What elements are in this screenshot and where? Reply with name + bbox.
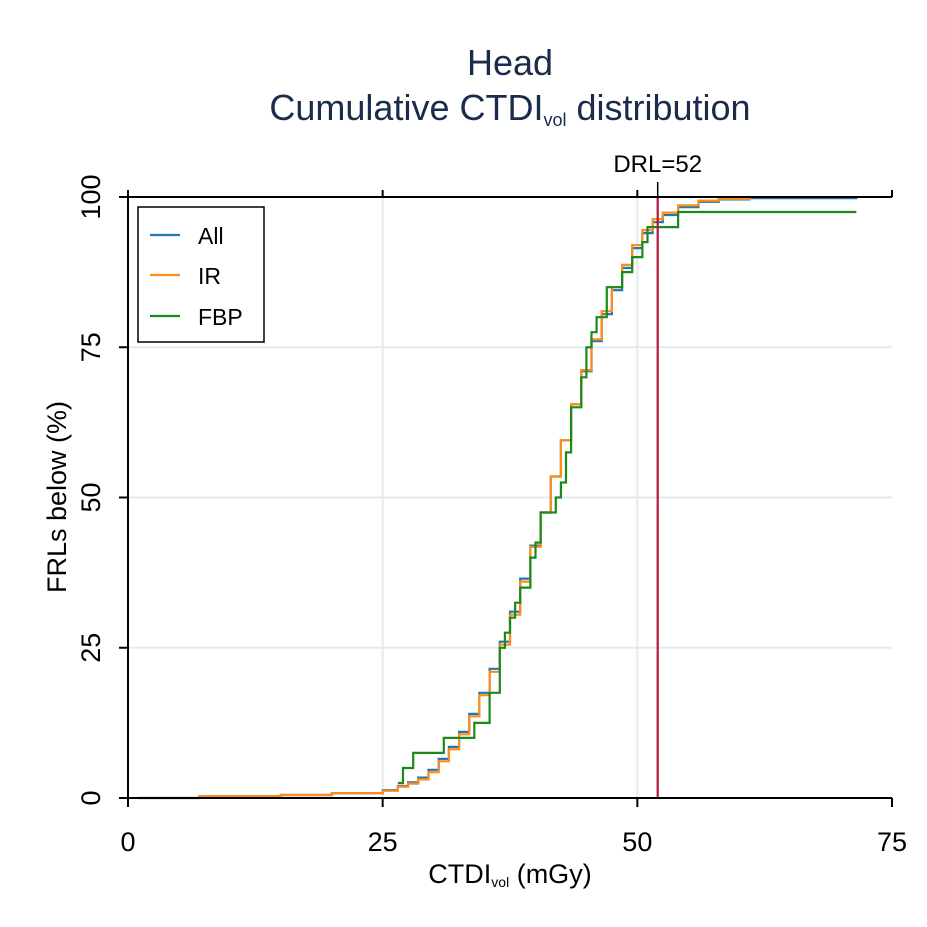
x-axis-label: CTDIvol (mGy) xyxy=(428,859,591,890)
y-tick-label: 0 xyxy=(76,790,106,805)
series-layer xyxy=(138,197,858,800)
legend-label-ir: IR xyxy=(198,263,221,289)
x-tick-label: 25 xyxy=(368,827,398,857)
axes: 0 25 50 75 0 25 50 75 100 xyxy=(76,174,907,857)
legend-label-all: All xyxy=(198,223,224,249)
y-tick-label: 50 xyxy=(76,482,106,512)
chart-subtitle-main: Cumulative CTDI xyxy=(269,87,543,128)
chart-title: Head xyxy=(467,42,553,83)
x-tick-label: 75 xyxy=(877,827,907,857)
y-tick-label: 100 xyxy=(76,174,106,219)
x-tick-label: 0 xyxy=(120,827,135,857)
legend-label-fbp: FBP xyxy=(198,304,243,330)
reference-layer: DRL=52 xyxy=(613,151,702,798)
y-tick-label: 25 xyxy=(76,633,106,663)
y-axis-label: FRLs below (%) xyxy=(42,401,72,593)
x-tick-label: 50 xyxy=(622,827,652,857)
chart-subtitle-sub: vol xyxy=(543,110,566,130)
y-tick-label: 75 xyxy=(76,332,106,362)
x-axis-label-main: CTDI xyxy=(428,859,491,889)
drl-label: DRL=52 xyxy=(613,151,702,178)
x-axis-label-sub: vol xyxy=(491,874,509,890)
series-line-fbp xyxy=(397,210,857,785)
x-axis-label-tail: (mGy) xyxy=(509,859,591,889)
chart-subtitle: Cumulative CTDIvol distribution xyxy=(269,87,750,130)
legend: All IR FBP xyxy=(137,206,265,343)
chart-subtitle-tail: distribution xyxy=(566,87,750,128)
